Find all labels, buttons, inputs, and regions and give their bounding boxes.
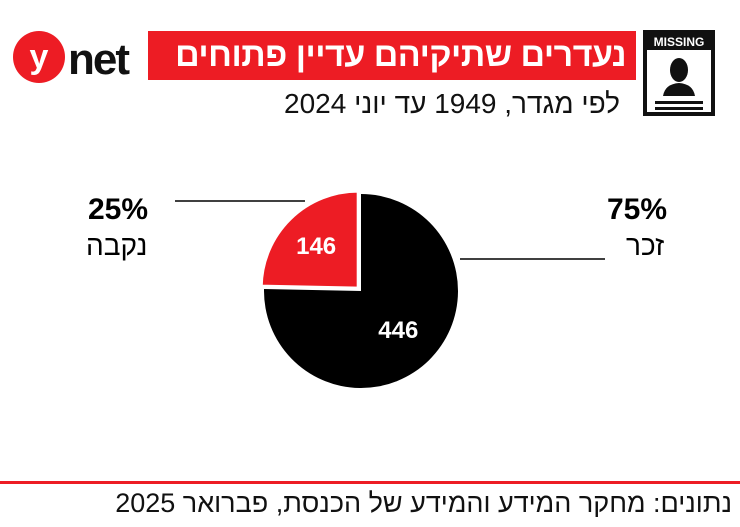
male-label: זכר [626, 230, 665, 261]
slice-value-label-1: 146 [296, 233, 336, 260]
svg-text:y: y [30, 38, 49, 76]
female-percent: 25% [88, 193, 149, 226]
source-note: נתונים: מחקר המידע והמידע של הכנסת, פברו… [115, 488, 732, 518]
slice-value-label-0: 446 [378, 317, 418, 344]
divider [0, 481, 740, 484]
pie-slice-1 [259, 189, 360, 290]
subtitle: לפי מגדר, 1949 עד יוני 2024 [284, 88, 620, 119]
svg-text:MISSING: MISSING [654, 35, 705, 49]
pie-slice-0 [264, 194, 458, 388]
pie-chart: 446 146 [175, 189, 605, 388]
male-percent: 75% [607, 193, 668, 226]
ynet-logo: y net [13, 31, 132, 84]
svg-text:net: net [68, 35, 130, 84]
female-label: נקבה [86, 230, 148, 261]
page-title: נעדרים שתיקיהם עדיין פתוחים [148, 31, 636, 80]
missing-poster-icon: MISSING [643, 30, 715, 116]
